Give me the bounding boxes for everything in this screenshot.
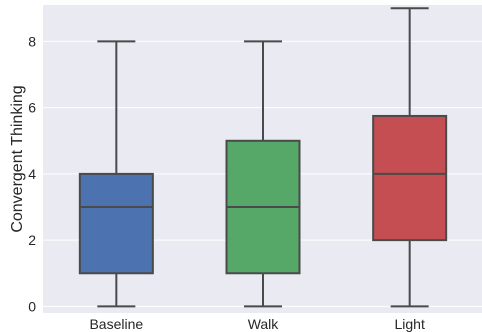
y-tick-label: 6: [28, 100, 36, 116]
boxes: [78, 7, 448, 308]
y-tick-label: 8: [28, 33, 36, 49]
x-tick-label: Walk: [248, 316, 280, 332]
x-tick-label: Light: [394, 316, 424, 332]
box-light: [372, 7, 448, 308]
box-walk: [225, 40, 301, 308]
x-tick-label: Baseline: [89, 316, 143, 332]
iqr-box: [78, 172, 154, 275]
y-tick-label: 4: [28, 166, 36, 182]
box-baseline: [78, 40, 154, 308]
y-tick-labels: 0 2 4 6 8: [28, 33, 36, 314]
x-tick-labels: Baseline Walk Light: [89, 316, 424, 332]
y-tick-label: 2: [28, 232, 36, 248]
y-tick-label: 0: [28, 298, 36, 314]
y-axis-title: Convergent Thinking: [9, 85, 26, 232]
iqr-box: [372, 114, 448, 242]
